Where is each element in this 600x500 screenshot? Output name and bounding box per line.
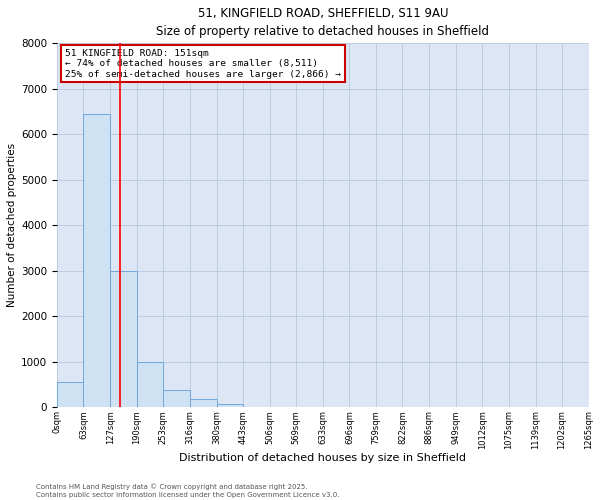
- Title: 51, KINGFIELD ROAD, SHEFFIELD, S11 9AU
Size of property relative to detached hou: 51, KINGFIELD ROAD, SHEFFIELD, S11 9AU S…: [156, 7, 489, 38]
- Bar: [110, 270, 137, 407]
- Bar: [137, 362, 163, 407]
- Bar: [163, 390, 190, 407]
- Bar: [83, 114, 110, 407]
- Bar: [57, 382, 83, 407]
- Text: 51 KINGFIELD ROAD: 151sqm
← 74% of detached houses are smaller (8,511)
25% of se: 51 KINGFIELD ROAD: 151sqm ← 74% of detac…: [65, 48, 341, 78]
- X-axis label: Distribution of detached houses by size in Sheffield: Distribution of detached houses by size …: [179, 453, 466, 463]
- Bar: [190, 400, 217, 407]
- Y-axis label: Number of detached properties: Number of detached properties: [7, 143, 17, 308]
- Text: Contains HM Land Registry data © Crown copyright and database right 2025.
Contai: Contains HM Land Registry data © Crown c…: [36, 483, 340, 498]
- Bar: [217, 404, 243, 407]
